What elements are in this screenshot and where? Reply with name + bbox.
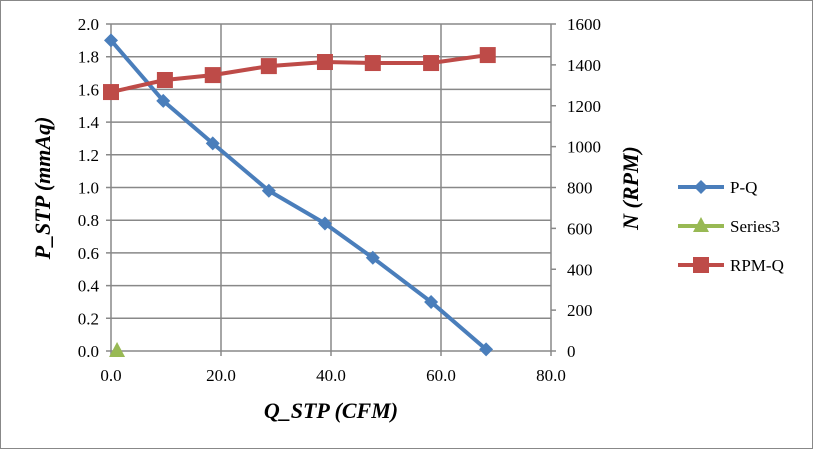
data-point-rpm-q [204, 67, 221, 84]
data-point-rpm-q [103, 84, 119, 101]
y2-tick-label: 1600 [567, 15, 601, 34]
data-point-p-q [104, 33, 118, 48]
y2-tick-label: 1400 [567, 56, 601, 75]
data-point-rpm-q [260, 58, 277, 75]
data-point-p-q [261, 183, 276, 198]
y-tick-label: 1.4 [78, 113, 100, 132]
y2-tick-label: 1000 [567, 138, 601, 157]
y-tick-label: 1.6 [78, 80, 99, 99]
legend-marker [694, 180, 708, 194]
y-tick-label: 0.4 [78, 277, 100, 296]
data-point-rpm-q [156, 71, 173, 88]
data-point-p-q [479, 342, 494, 357]
y-tick-label: 0.2 [78, 309, 99, 328]
data-point-p-q [424, 294, 439, 309]
y2-tick-label: 200 [567, 301, 593, 320]
data-point-p-q [156, 93, 171, 108]
data-point-p-q [317, 216, 332, 231]
data-point-rpm-q [316, 54, 333, 71]
data-point-p-q [365, 250, 380, 265]
data-point-p-q [205, 136, 220, 151]
y2-tick-label: 800 [567, 179, 593, 198]
legend-marker [693, 257, 709, 273]
x-tick-label: 0.0 [100, 366, 121, 385]
y-tick-label: 1.0 [78, 179, 99, 198]
data-point-rpm-q [479, 47, 496, 64]
x-axis-label: Q_STP (CFM) [264, 398, 398, 423]
y2-tick-label: 0 [567, 342, 576, 361]
y-tick-label: 0.0 [78, 342, 99, 361]
y2-tick-label: 600 [567, 219, 593, 238]
y-tick-label: 1.8 [78, 48, 99, 67]
y-tick-label: 1.2 [78, 146, 99, 165]
y2-axis-label: N (RPM) [618, 146, 643, 231]
y-tick-label: 0.6 [78, 244, 99, 263]
y-tick-label: 0.8 [78, 211, 99, 230]
y2-tick-label: 1200 [567, 97, 601, 116]
y2-tick-label: 400 [567, 260, 593, 279]
legend-label: Series3 [730, 217, 780, 236]
data-point-rpm-q [364, 55, 381, 72]
y-axis-label: P_STP (mmAq) [30, 117, 55, 261]
legend-label: P-Q [730, 178, 757, 197]
y-tick-label: 2.0 [78, 15, 99, 34]
x-tick-label: 20.0 [206, 366, 236, 385]
x-tick-label: 60.0 [426, 366, 456, 385]
x-tick-label: 40.0 [316, 366, 346, 385]
series-line-p-q [109, 39, 488, 351]
x-tick-label: 80.0 [536, 366, 566, 385]
data-point-rpm-q [423, 55, 440, 72]
legend-marker [693, 217, 709, 232]
data-point-series3 [109, 342, 126, 357]
legend-label: RPM-Q [730, 256, 784, 275]
